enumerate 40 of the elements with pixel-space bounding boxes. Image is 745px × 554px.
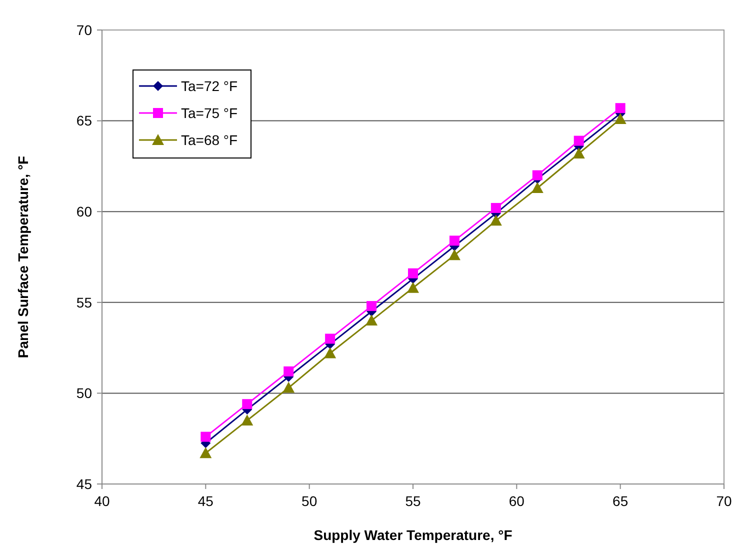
point xyxy=(572,147,585,158)
point xyxy=(532,170,542,180)
x-tick-label: 55 xyxy=(405,493,421,509)
legend-label: Ta=72 °F xyxy=(181,78,238,94)
x-tick-label: 50 xyxy=(302,493,318,509)
point xyxy=(408,268,418,278)
x-axis-title: Supply Water Temperature, °F xyxy=(314,527,513,543)
point xyxy=(407,282,419,293)
point xyxy=(241,414,254,426)
x-tick-label: 70 xyxy=(716,493,732,509)
x-tick-label: 45 xyxy=(198,493,214,509)
point xyxy=(282,382,295,393)
y-tick-label: 50 xyxy=(76,385,92,402)
point xyxy=(490,202,501,213)
legend-label: Ta=68 °F xyxy=(181,132,238,148)
x-tick-label: 60 xyxy=(508,493,525,509)
point xyxy=(242,399,252,410)
y-tick-label: 45 xyxy=(76,476,92,492)
y-tick-label: 65 xyxy=(76,112,92,129)
point xyxy=(490,214,502,226)
y-tick-label: 55 xyxy=(76,294,92,310)
point xyxy=(200,432,211,442)
y-axis-title: Panel Surface Temperature, °F xyxy=(15,155,31,358)
point xyxy=(614,112,626,124)
point xyxy=(574,136,584,146)
point xyxy=(366,301,377,312)
point xyxy=(531,182,544,193)
point xyxy=(448,249,460,260)
y-tick-label: 60 xyxy=(76,204,92,220)
legend-label: Ta=75 °F xyxy=(181,104,238,121)
point xyxy=(615,103,626,114)
point xyxy=(200,447,212,458)
point xyxy=(366,314,378,326)
y-tick-label: 70 xyxy=(76,22,92,38)
point xyxy=(325,334,336,344)
x-tick-label: 40 xyxy=(94,493,110,509)
x-tick-label: 65 xyxy=(612,493,628,509)
point xyxy=(449,236,460,246)
point xyxy=(284,366,294,376)
point xyxy=(324,347,336,358)
